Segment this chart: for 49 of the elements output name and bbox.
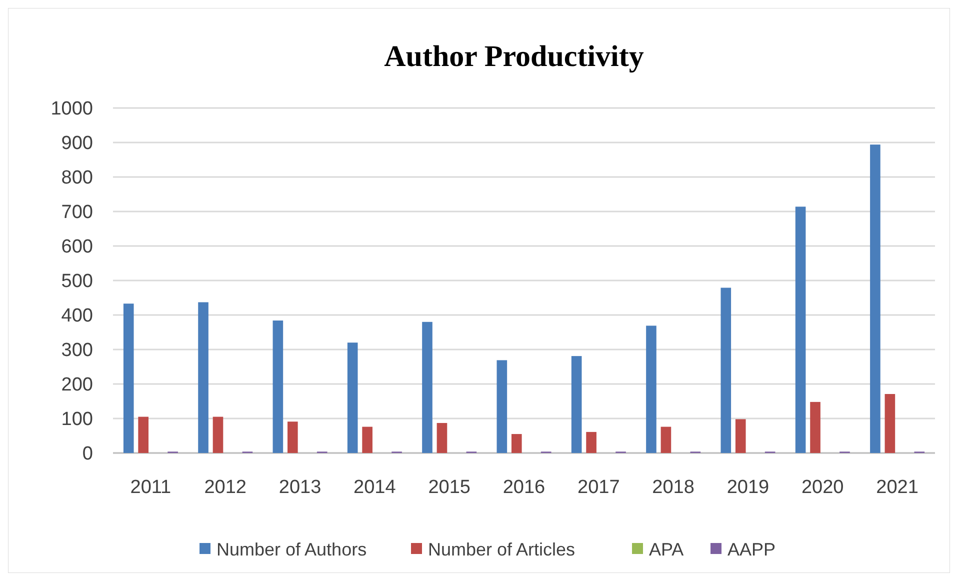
bar [288, 422, 298, 453]
y-tick-label: 1000 [50, 98, 93, 120]
y-tick-label: 500 [61, 271, 93, 292]
x-tick-label: 2015 [428, 477, 470, 498]
bar [586, 432, 596, 453]
y-tick-label: 100 [61, 409, 93, 430]
legend-label: Number of Authors [216, 539, 367, 560]
bar [436, 422, 448, 453]
bar [646, 326, 656, 453]
x-tick-label: 2014 [354, 477, 396, 498]
bar [795, 206, 806, 453]
x-tick-label: 2017 [578, 477, 620, 498]
bar [870, 144, 880, 453]
y-tick-label: 300 [61, 340, 93, 362]
bar [198, 302, 208, 453]
legend-label: APA [649, 539, 684, 560]
bar [735, 419, 746, 453]
bar [571, 356, 582, 453]
x-tick-label: 2016 [502, 477, 546, 498]
bar [496, 360, 508, 453]
y-tick-label: 800 [61, 168, 93, 189]
bar [347, 342, 358, 453]
x-tick-label: 2018 [652, 477, 694, 498]
x-tick-label: 2019 [726, 477, 770, 498]
x-tick-label: 2020 [801, 477, 844, 498]
x-tick-label: 2021 [876, 477, 918, 498]
y-tick-label: 700 [61, 202, 93, 224]
bar [272, 320, 284, 453]
bar [138, 416, 148, 453]
bar [810, 402, 820, 453]
bar [884, 394, 896, 453]
bar [422, 322, 432, 453]
x-tick-label: 2013 [278, 477, 322, 498]
y-tick-label: 0 [82, 444, 93, 465]
bar [660, 426, 672, 453]
x-tick-label: 2012 [204, 477, 247, 498]
y-tick-label: 900 [61, 133, 93, 154]
y-tick-label: 200 [61, 374, 93, 396]
x-tick-label: 2011 [130, 477, 172, 498]
bar [362, 426, 372, 453]
y-tick-label: 400 [61, 306, 93, 327]
chart-title: Author Productivity [384, 40, 644, 73]
legend-label: Number of Articles [428, 539, 576, 560]
legend-label: AAPP [728, 539, 776, 560]
bar [123, 304, 134, 453]
bar [212, 416, 224, 453]
y-tick-label: 600 [61, 236, 93, 258]
bar [511, 434, 522, 453]
bar [720, 288, 732, 453]
